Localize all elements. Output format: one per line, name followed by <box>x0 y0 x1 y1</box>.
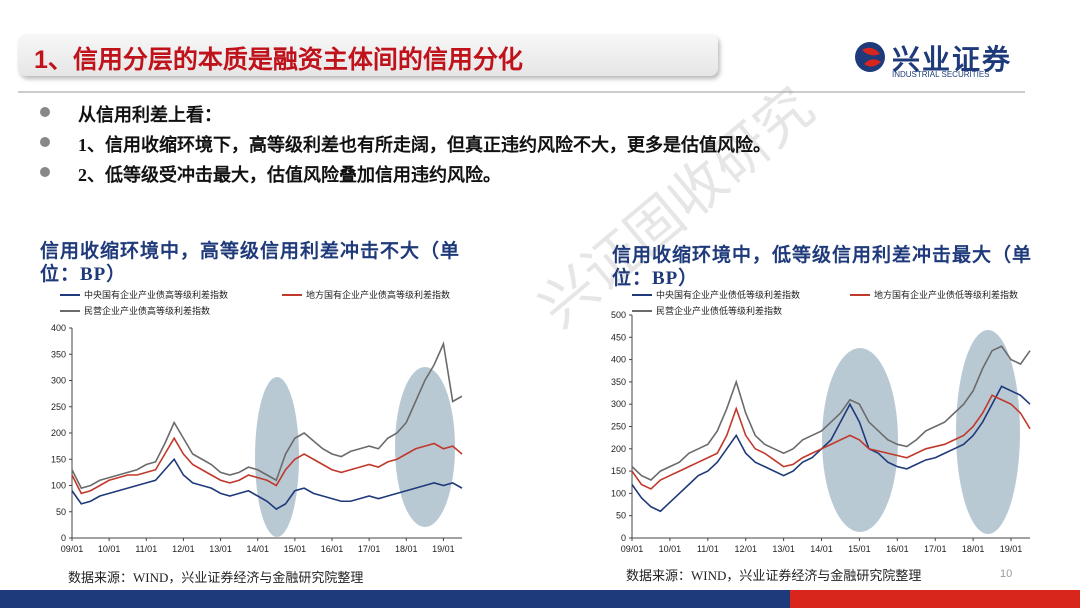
x-tick-label: 19/01 <box>1000 544 1023 554</box>
x-tick-label: 10/01 <box>98 544 121 554</box>
x-tick-label: 18/01 <box>962 544 985 554</box>
x-tick-label: 19/01 <box>432 544 455 554</box>
series-line <box>71 340 463 490</box>
x-tick-label: 12/01 <box>734 544 757 554</box>
series-line <box>631 345 1031 481</box>
footer-band <box>790 590 1080 608</box>
highlight-ellipse <box>956 330 1020 534</box>
legend-label: 中央国有企业产业债高等级利差指数 <box>84 289 228 300</box>
y-tick-label: 200 <box>51 428 66 438</box>
bullet-dot <box>40 107 50 117</box>
title-bar <box>18 34 718 76</box>
x-tick-label: 11/01 <box>135 544 157 554</box>
highlight-ellipse <box>255 377 299 537</box>
y-tick-label: 0 <box>621 533 626 543</box>
x-tick-label: 13/01 <box>772 544 795 554</box>
highlight-ellipse <box>395 367 455 527</box>
series-line <box>71 457 463 511</box>
x-tick-label: 09/01 <box>621 544 644 554</box>
series-line <box>631 385 1031 513</box>
footer-band <box>0 590 790 608</box>
page-number: 10 <box>1000 568 1013 580</box>
legend-label: 民营企业产业债高等级利差指数 <box>84 305 210 316</box>
bullet-text: 1、信用收缩环境下，高等级利差也有所走阔，但真正违约风险不大，更多是估值风险。 <box>78 135 771 155</box>
x-tick-label: 16/01 <box>886 544 909 554</box>
y-tick-label: 450 <box>611 332 626 342</box>
legend-label: 民营企业产业债低等级利差指数 <box>656 305 782 316</box>
y-tick-label: 100 <box>611 488 626 498</box>
y-tick-label: 350 <box>611 377 626 387</box>
x-tick-label: 14/01 <box>246 544 269 554</box>
x-tick-label: 17/01 <box>358 544 381 554</box>
source-note: 数据来源：WIND，兴业证券经济与金融研究院整理 <box>626 568 922 583</box>
y-tick-label: 250 <box>611 422 626 432</box>
y-tick-label: 400 <box>611 355 626 365</box>
x-tick-label: 10/01 <box>659 544 682 554</box>
y-tick-label: 350 <box>51 349 66 359</box>
legend-label: 地方国有企业产业债高等级利差指数 <box>306 289 450 300</box>
x-tick-label: 15/01 <box>284 544 307 554</box>
bullet-text: 从信用利差上看： <box>78 105 222 125</box>
x-tick-label: 17/01 <box>924 544 947 554</box>
y-tick-label: 400 <box>51 323 66 333</box>
logo-mark <box>855 42 885 72</box>
slide-title: 1、信用分层的本质是融资主体间的信用分化 <box>34 46 523 74</box>
bullet-dot <box>40 137 50 147</box>
x-tick-label: 18/01 <box>395 544 418 554</box>
series-line <box>631 394 1031 490</box>
y-tick-label: 250 <box>51 402 66 412</box>
y-tick-label: 150 <box>611 466 626 476</box>
legend-label: 地方国有企业产业债低等级利差指数 <box>874 289 1018 300</box>
logo-subtext: INDUSTRIAL SECURITIES <box>892 70 990 79</box>
x-tick-label: 09/01 <box>61 544 84 554</box>
x-tick-label: 14/01 <box>810 544 833 554</box>
y-tick-label: 150 <box>51 454 66 464</box>
x-tick-label: 15/01 <box>848 544 871 554</box>
y-tick-label: 300 <box>611 399 626 409</box>
x-tick-label: 11/01 <box>697 544 719 554</box>
y-tick-label: 200 <box>611 444 626 454</box>
y-tick-label: 50 <box>616 511 626 521</box>
chart-title: 信用收缩环境中，低等级信用利差冲击最大（单位：BP） <box>612 245 1033 289</box>
y-tick-label: 100 <box>51 481 66 491</box>
chart-title: 信用收缩环境中，高等级信用利差冲击不大（单位：BP） <box>40 241 461 285</box>
y-tick-label: 50 <box>56 507 66 517</box>
y-tick-label: 500 <box>611 310 626 320</box>
logo-mark <box>862 47 881 67</box>
legend-label: 中央国有企业产业债低等级利差指数 <box>656 289 800 300</box>
source-note: 数据来源：WIND，兴业证券经济与金融研究院整理 <box>68 570 364 585</box>
x-tick-label: 16/01 <box>321 544 344 554</box>
bullet-dot <box>40 167 50 177</box>
logo-text: 兴业证券 <box>892 45 1013 76</box>
x-tick-label: 13/01 <box>209 544 232 554</box>
bullet-text: 2、低等级受冲击最大，估值风险叠加信用违约风险。 <box>78 165 501 185</box>
x-tick-label: 12/01 <box>172 544 195 554</box>
y-tick-label: 0 <box>61 533 66 543</box>
y-tick-label: 300 <box>51 376 66 386</box>
series-line <box>71 436 463 495</box>
